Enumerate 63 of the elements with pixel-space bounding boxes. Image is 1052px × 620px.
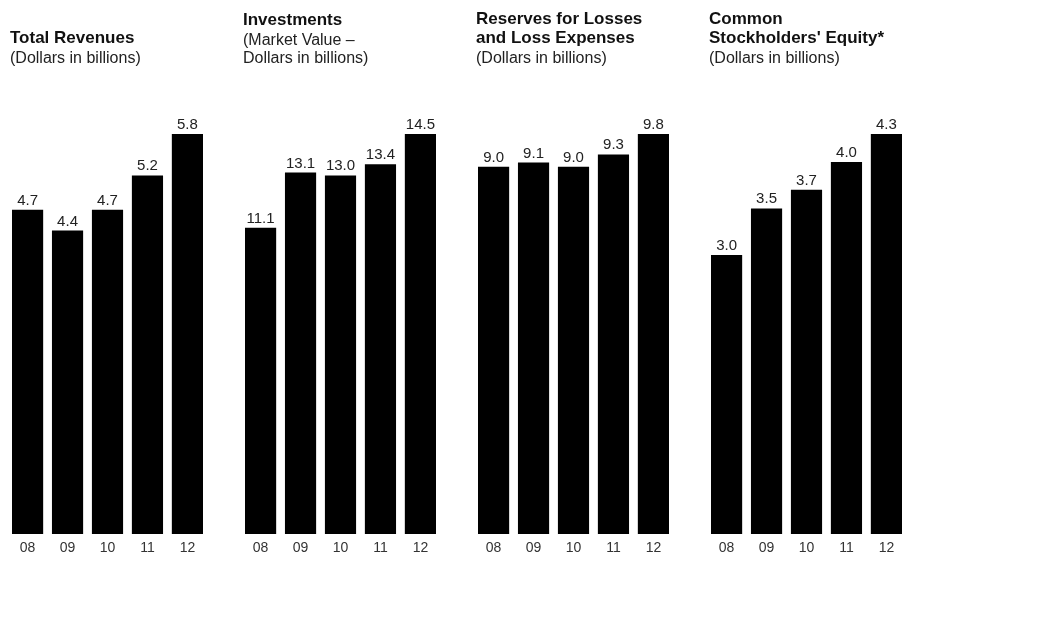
chart-title: Investments xyxy=(243,10,343,29)
x-tick-label: 12 xyxy=(645,538,662,555)
x-tick-label: 08 xyxy=(19,538,36,555)
chart-subtitle: (Market Value – Dollars in billions) xyxy=(243,31,369,66)
data-label: 3.7 xyxy=(796,170,817,188)
data-label: 3.0 xyxy=(716,235,738,253)
data-label: 4.7 xyxy=(17,190,39,208)
data-label: 9.0 xyxy=(483,147,505,165)
data-label: 3.5 xyxy=(756,189,777,207)
x-tick-label: 09 xyxy=(59,538,76,555)
bar xyxy=(790,189,823,534)
x-tick-label: 09 xyxy=(758,538,775,555)
bar xyxy=(51,230,84,534)
x-tick-label: 08 xyxy=(718,538,735,555)
chart-title: Total Revenues xyxy=(10,28,135,47)
bar xyxy=(870,134,902,534)
x-tick-label: 08 xyxy=(252,538,269,555)
data-label: 14.5 xyxy=(405,115,436,132)
data-label: 4.4 xyxy=(57,211,78,229)
bar xyxy=(364,164,397,534)
bar xyxy=(324,175,357,534)
chart-title: Reserves for Losses and Loss Expenses xyxy=(476,9,643,47)
data-label: 13.1 xyxy=(285,153,316,171)
data-label: 13.0 xyxy=(325,156,356,174)
data-label: 9.0 xyxy=(563,147,584,165)
chart-subtitle: (Dollars in billions) xyxy=(476,49,607,66)
bar xyxy=(830,161,863,534)
bar xyxy=(131,175,164,534)
x-tick-label: 10 xyxy=(99,538,116,555)
x-tick-label: 12 xyxy=(878,538,895,555)
x-tick-label: 11 xyxy=(373,538,388,555)
x-tick-label: 10 xyxy=(332,538,349,555)
data-label: 4.0 xyxy=(836,142,857,160)
data-label: 13.4 xyxy=(365,145,396,163)
chart-subtitle: (Dollars in billions) xyxy=(709,49,840,66)
x-tick-label: 10 xyxy=(798,538,815,555)
bar xyxy=(171,134,203,534)
data-label: 5.2 xyxy=(137,156,158,174)
x-tick-label: 11 xyxy=(140,538,155,555)
x-tick-label: 11 xyxy=(606,538,621,555)
bar xyxy=(91,209,124,534)
bar xyxy=(750,208,783,534)
data-label: 11.1 xyxy=(246,208,275,226)
data-label: 9.1 xyxy=(523,143,544,161)
data-label: 9.8 xyxy=(642,115,664,132)
x-tick-label: 08 xyxy=(485,538,502,555)
data-label: 4.3 xyxy=(875,115,897,132)
x-tick-label: 09 xyxy=(292,538,309,555)
x-tick-label: 10 xyxy=(565,538,582,555)
x-tick-label: 11 xyxy=(839,538,854,555)
x-tick-label: 12 xyxy=(179,538,196,555)
bar xyxy=(711,254,743,534)
bar xyxy=(284,172,317,534)
bar xyxy=(404,134,436,534)
chart-subtitle: (Dollars in billions) xyxy=(10,49,141,66)
bar xyxy=(245,227,277,534)
data-label: 9.3 xyxy=(603,135,624,153)
data-label: 4.7 xyxy=(97,190,118,208)
chart-title: Common Stockholders' Equity* xyxy=(709,9,885,47)
x-tick-label: 12 xyxy=(412,538,429,555)
data-label: 5.8 xyxy=(176,115,198,132)
bar xyxy=(12,209,44,534)
x-tick-label: 09 xyxy=(525,538,542,555)
